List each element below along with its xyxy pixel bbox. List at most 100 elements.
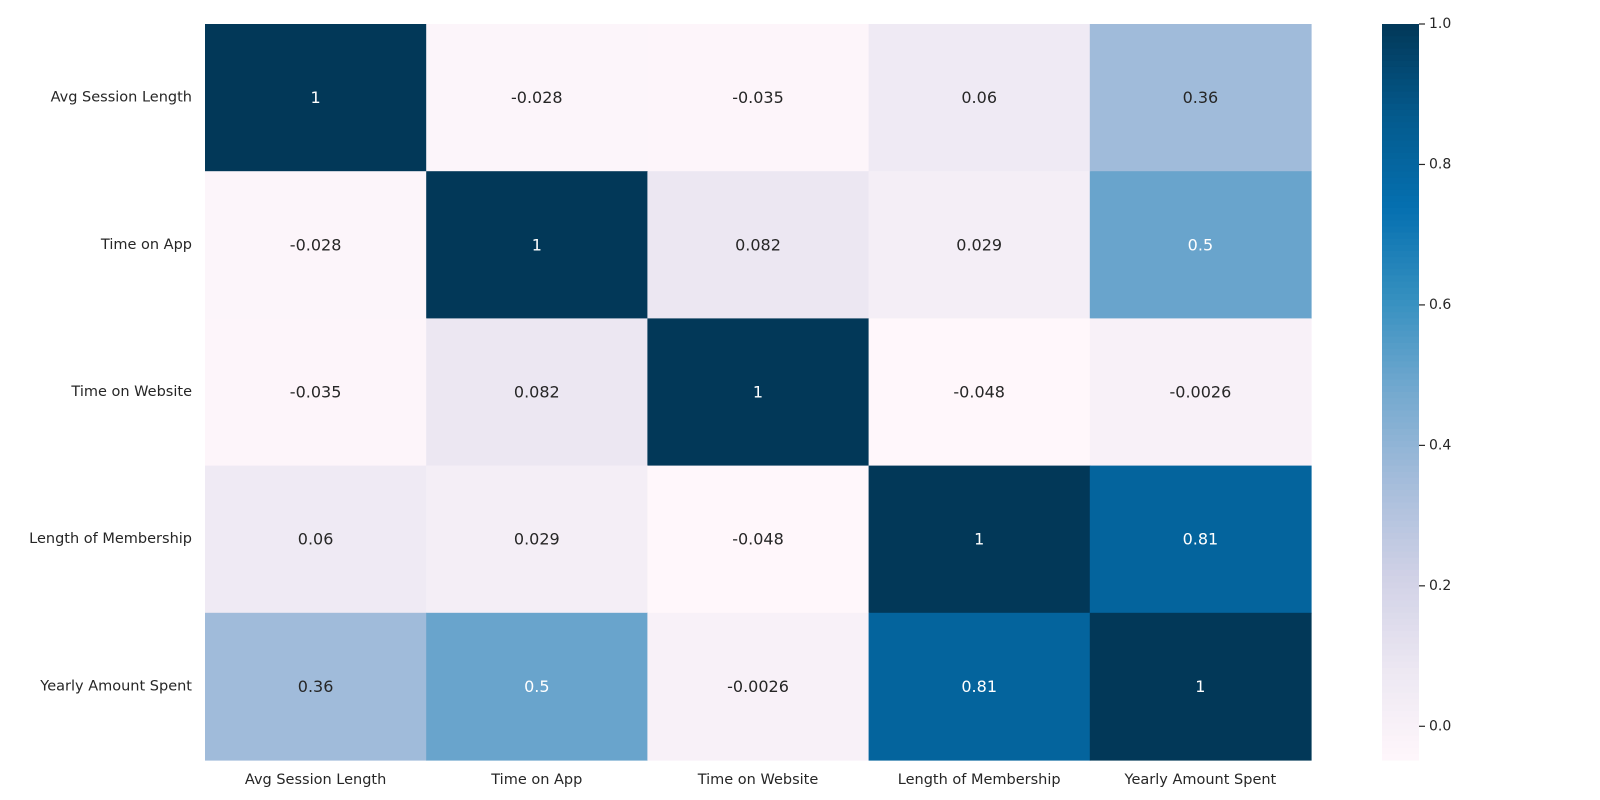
heatmap-cell-label: 1 [311,88,321,107]
heatmap-cell-label: 1 [532,235,542,254]
heatmap-cell-label: 0.082 [514,383,560,402]
colorbar-gradient-segment [1382,551,1419,559]
heatmap-cell-label: 0.81 [1183,530,1219,549]
heatmap-cell [1089,465,1312,614]
heatmap-cell-label: 1 [974,530,984,549]
colorbar-gradient-segment [1382,330,1419,338]
heatmap-cell [868,171,1091,319]
heatmap-cell [426,612,648,761]
colorbar-gradient-segment [1382,79,1419,86]
heatmap-cell [205,612,427,761]
colorbar-gradient-segment [1382,471,1419,479]
colorbar-tick-label: 0.4 [1429,437,1451,453]
colorbar-gradient-segment [1382,710,1419,718]
colorbar-gradient-segment [1382,625,1419,632]
colorbar-gradient-segment [1382,189,1419,197]
colorbar-gradient-segment [1382,600,1419,608]
colorbar-tick-label: 0.6 [1429,297,1451,313]
colorbar-gradient-segment [1382,287,1419,295]
colorbar-gradient-segment [1382,73,1419,80]
colorbar-gradient-segment [1382,447,1419,454]
colorbar-gradient-segment [1382,428,1419,436]
colorbar-gradient-segment [1382,244,1419,252]
colorbar-tick-label: 0.0 [1429,718,1451,734]
colorbar-gradient-segment [1382,152,1419,160]
heatmap-cell [1089,171,1312,319]
colorbar-gradient-segment [1382,680,1419,687]
colorbar-gradient-segment [1382,404,1419,411]
colorbar-gradient-segment [1382,643,1419,651]
heatmap-cell-label: 1 [753,383,763,402]
colorbar-gradient-segment [1382,324,1419,332]
colorbar-gradient-segment [1382,563,1419,571]
colorbar-gradient-segment [1382,612,1419,620]
colorbar-gradient-segment [1382,490,1419,497]
colorbar-gradient-segment [1382,477,1419,485]
colorbar-gradient-segment [1382,116,1419,123]
colorbar-gradient-segment [1382,606,1419,614]
heatmap-cell-label: -0.028 [511,88,563,107]
colorbar-gradient-segment [1382,717,1419,724]
heatmap-cell [426,171,648,319]
colorbar-gradient-segment [1382,275,1419,283]
colorbar-gradient-segment [1382,661,1419,669]
colorbar-gradient-segment [1382,434,1419,442]
colorbar-gradient-segment [1382,336,1419,344]
heatmap-cell [647,171,870,319]
heatmap-cell [868,318,1091,467]
colorbar-gradient-segment [1382,177,1419,185]
colorbar-gradient-segment [1382,165,1419,172]
heatmap-cell-label: 0.029 [514,530,560,549]
colorbar-gradient-segment [1382,637,1419,645]
heatmap-cell [647,318,870,467]
heatmap-cell-label: 0.5 [524,677,549,696]
colorbar-gradient-segment [1382,692,1419,700]
heatmap-cell-label: 0.36 [298,677,334,696]
colorbar-gradient-segment [1382,171,1419,178]
colorbar-gradient-segment [1382,48,1419,56]
x-tick-label: Avg Session Length [245,772,386,788]
colorbar-gradient-segment [1382,631,1419,638]
colorbar-gradient-segment [1382,741,1419,749]
heatmap-cell [868,612,1091,761]
colorbar-gradient-segment [1382,208,1419,215]
colorbar-gradient-segment [1382,281,1419,289]
colorbar-gradient-segment [1382,226,1419,234]
colorbar-gradient-segment [1382,355,1419,362]
y-axis-tick-labels: Avg Session Length Time on App Time on Web… [29,90,192,695]
colorbar-gradient-segment [1382,97,1419,105]
heatmap-cell [1089,24,1312,172]
colorbar-gradient-segment [1382,649,1419,657]
colorbar-gradient-segment [1382,508,1419,516]
x-tick-label: Yearly Amount Spent [1124,772,1277,788]
colorbar-gradient-segment [1382,109,1419,117]
heatmap-cell-label: -0.035 [290,383,342,402]
colorbar-gradient-segment [1382,91,1419,99]
colorbar-gradient-segment [1382,220,1419,227]
heatmap-cell-label: 0.082 [735,235,781,254]
heatmap-cell [1089,318,1312,467]
colorbar-gradient-segment [1382,668,1419,675]
colorbar-gradient-segment [1382,484,1419,491]
colorbar: 0.0 0.2 0.4 0.6 0.8 1.0 [1382,16,1451,761]
colorbar-gradient-segment [1382,459,1419,467]
colorbar-gradient-segment [1382,465,1419,473]
colorbar-gradient-segment [1382,410,1419,418]
colorbar-gradient-segment [1382,698,1419,706]
colorbar-gradient-segment [1382,312,1419,319]
colorbar-gradient-segment [1382,576,1419,583]
colorbar-gradient-segment [1382,183,1419,191]
heatmap-cell-label: -0.048 [732,530,784,549]
heatmap-cells [205,24,1312,761]
colorbar-gradient-segment [1382,514,1419,522]
y-tick-label: Time on App [100,237,192,253]
colorbar-gradient-segment [1382,735,1419,743]
colorbar-gradient-segment [1382,557,1419,565]
colorbar-gradient-segment [1382,263,1419,270]
colorbar-gradient-segment [1382,723,1419,730]
colorbar-gradient-segment [1382,398,1419,405]
colorbar-gradient-segment [1382,128,1419,135]
heatmap-cell-label: -0.0026 [727,677,789,696]
heatmap-cell [647,612,870,761]
